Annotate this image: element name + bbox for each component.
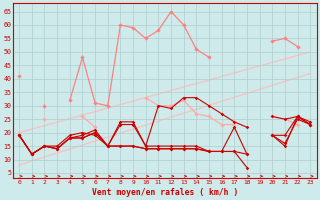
- X-axis label: Vent moyen/en rafales ( km/h ): Vent moyen/en rafales ( km/h ): [92, 188, 238, 197]
